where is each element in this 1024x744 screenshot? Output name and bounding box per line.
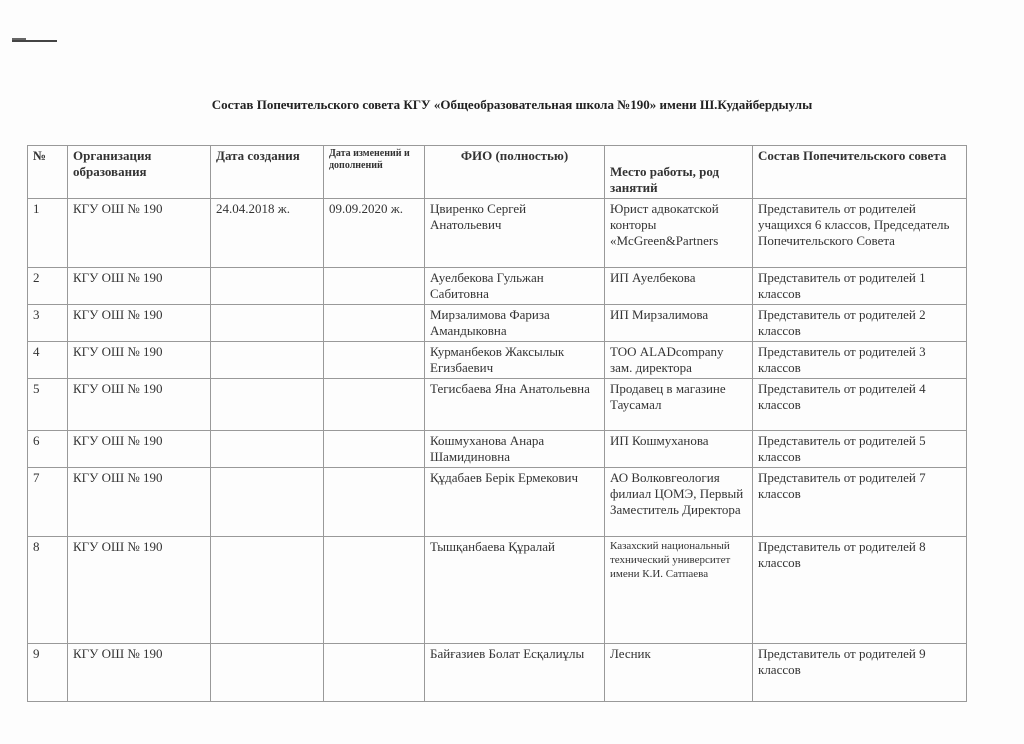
- cell-n: 7: [27, 467, 68, 537]
- cell-org: КГУ ОШ № 190: [67, 198, 211, 268]
- cell-changed: [323, 378, 425, 431]
- scan-mark: [12, 40, 57, 42]
- scan-mark: [12, 38, 26, 41]
- cell-changed: [323, 467, 425, 537]
- cell-work: ИП Кошмуханова: [604, 430, 753, 468]
- cell-work: Продавец в магазине Таусамал: [604, 378, 753, 431]
- cell-work: АО Волковгеология филиал ЦОМЭ, Первый За…: [604, 467, 753, 537]
- cell-created: [210, 304, 324, 342]
- table-row: 5 КГУ ОШ № 190 Тегисбаева Яна Анатольевна П…: [27, 378, 967, 431]
- cell-fio: Байғазиев Болат Есқалиұлы: [424, 643, 605, 702]
- cell-created: [210, 341, 324, 379]
- header-changed: Дата изменений и дополнений: [323, 145, 425, 199]
- cell-role: Представитель от родителей 1 классов: [752, 267, 967, 305]
- cell-created: [210, 430, 324, 468]
- cell-n: 2: [27, 267, 68, 305]
- cell-role: Представитель от родителей 2 классов: [752, 304, 967, 342]
- cell-fio: Курманбеков Жаксылык Егизбаевич: [424, 341, 605, 379]
- table-row: 2 КГУ ОШ № 190 Ауелбекова Гульжан Сабитовн…: [27, 267, 967, 305]
- header-role: Состав Попечительского совета: [752, 145, 967, 199]
- table-row: 6 КГУ ОШ № 190 Кошмуханова Анара Шамидинов…: [27, 430, 967, 468]
- header-organization: Организация образования: [67, 145, 211, 199]
- cell-n: 4: [27, 341, 68, 379]
- cell-org: КГУ ОШ № 190: [67, 536, 211, 644]
- cell-n: 3: [27, 304, 68, 342]
- cell-org: КГУ ОШ № 190: [67, 467, 211, 537]
- header-fio: ФИО (полностью): [424, 145, 605, 199]
- cell-n: 6: [27, 430, 68, 468]
- header-work: Место работы, род занятий: [604, 145, 753, 199]
- header-row: № Организация образования Дата создания …: [27, 145, 967, 199]
- table-row: 3 КГУ ОШ № 190 Мирзалимова Фариза Амандыко…: [27, 304, 967, 342]
- cell-created: [210, 467, 324, 537]
- header-created: Дата создания: [210, 145, 324, 199]
- cell-created: 24.04.2018 ж.: [210, 198, 324, 268]
- header-number: №: [27, 145, 68, 199]
- cell-role: Представитель от родителей 5 классов: [752, 430, 967, 468]
- table-row: 7 КГУ ОШ № 190 Құдабаев Берік Ермекович АО …: [27, 467, 967, 537]
- cell-n: 1: [27, 198, 68, 268]
- cell-changed: [323, 304, 425, 342]
- cell-created: [210, 267, 324, 305]
- cell-org: КГУ ОШ № 190: [67, 643, 211, 702]
- cell-created: [210, 378, 324, 431]
- cell-role: Представитель от родителей 8 классов: [752, 536, 967, 644]
- cell-org: КГУ ОШ № 190: [67, 378, 211, 431]
- cell-created: [210, 536, 324, 644]
- cell-created: [210, 643, 324, 702]
- cell-work: ИП Мирзалимова: [604, 304, 753, 342]
- cell-role: Представитель от родителей 4 классов: [752, 378, 967, 431]
- cell-changed: [323, 643, 425, 702]
- table-row: 1 КГУ ОШ № 190 24.04.2018 ж. 09.09.2020 ж. Ц…: [27, 198, 967, 268]
- cell-n: 9: [27, 643, 68, 702]
- cell-changed: 09.09.2020 ж.: [323, 198, 425, 268]
- cell-org: КГУ ОШ № 190: [67, 430, 211, 468]
- cell-n: 5: [27, 378, 68, 431]
- cell-fio: Тегисбаева Яна Анатольевна: [424, 378, 605, 431]
- cell-changed: [323, 267, 425, 305]
- table-row: 4 КГУ ОШ № 190 Курманбеков Жаксылык Егизба…: [27, 341, 967, 379]
- table-row: 9 КГУ ОШ № 190 Байғазиев Болат Есқалиұлы Ле…: [27, 643, 967, 702]
- cell-work: Лесник: [604, 643, 753, 702]
- cell-org: КГУ ОШ № 190: [67, 341, 211, 379]
- cell-fio: Ауелбекова Гульжан Сабитовна: [424, 267, 605, 305]
- cell-fio: Цвиренко Сергей Анатольевич: [424, 198, 605, 268]
- cell-org: КГУ ОШ № 190: [67, 304, 211, 342]
- cell-changed: [323, 341, 425, 379]
- cell-fio: Тышқанбаева Құралай: [424, 536, 605, 644]
- cell-fio: Мирзалимова Фариза Амандыковна: [424, 304, 605, 342]
- cell-work: ТОО ALADcompany зам. директора: [604, 341, 753, 379]
- cell-work: Казахский национальный технический униве…: [604, 536, 753, 644]
- cell-n: 8: [27, 536, 68, 644]
- cell-org: КГУ ОШ № 190: [67, 267, 211, 305]
- cell-work: Юрист адвокатской конторы «McGreen&Partn…: [604, 198, 753, 268]
- cell-role: Представитель от родителей 7 классов: [752, 467, 967, 537]
- cell-fio: Құдабаев Берік Ермекович: [424, 467, 605, 537]
- cell-role: Представитель от родителей 9 классов: [752, 643, 967, 702]
- cell-role: Представитель от родителей 3 классов: [752, 341, 967, 379]
- cell-changed: [323, 536, 425, 644]
- cell-fio: Кошмуханова Анара Шамидиновна: [424, 430, 605, 468]
- table-row: 8 КГУ ОШ № 190 Тышқанбаева Құралай Казахски…: [27, 536, 967, 644]
- cell-changed: [323, 430, 425, 468]
- cell-work: ИП Ауелбекова: [604, 267, 753, 305]
- board-members-table: № Организация образования Дата создания …: [27, 145, 967, 702]
- document-title: Состав Попечительского совета КГУ «Общео…: [211, 97, 813, 112]
- cell-role: Представитель от родителей учащихся 6 кл…: [752, 198, 967, 268]
